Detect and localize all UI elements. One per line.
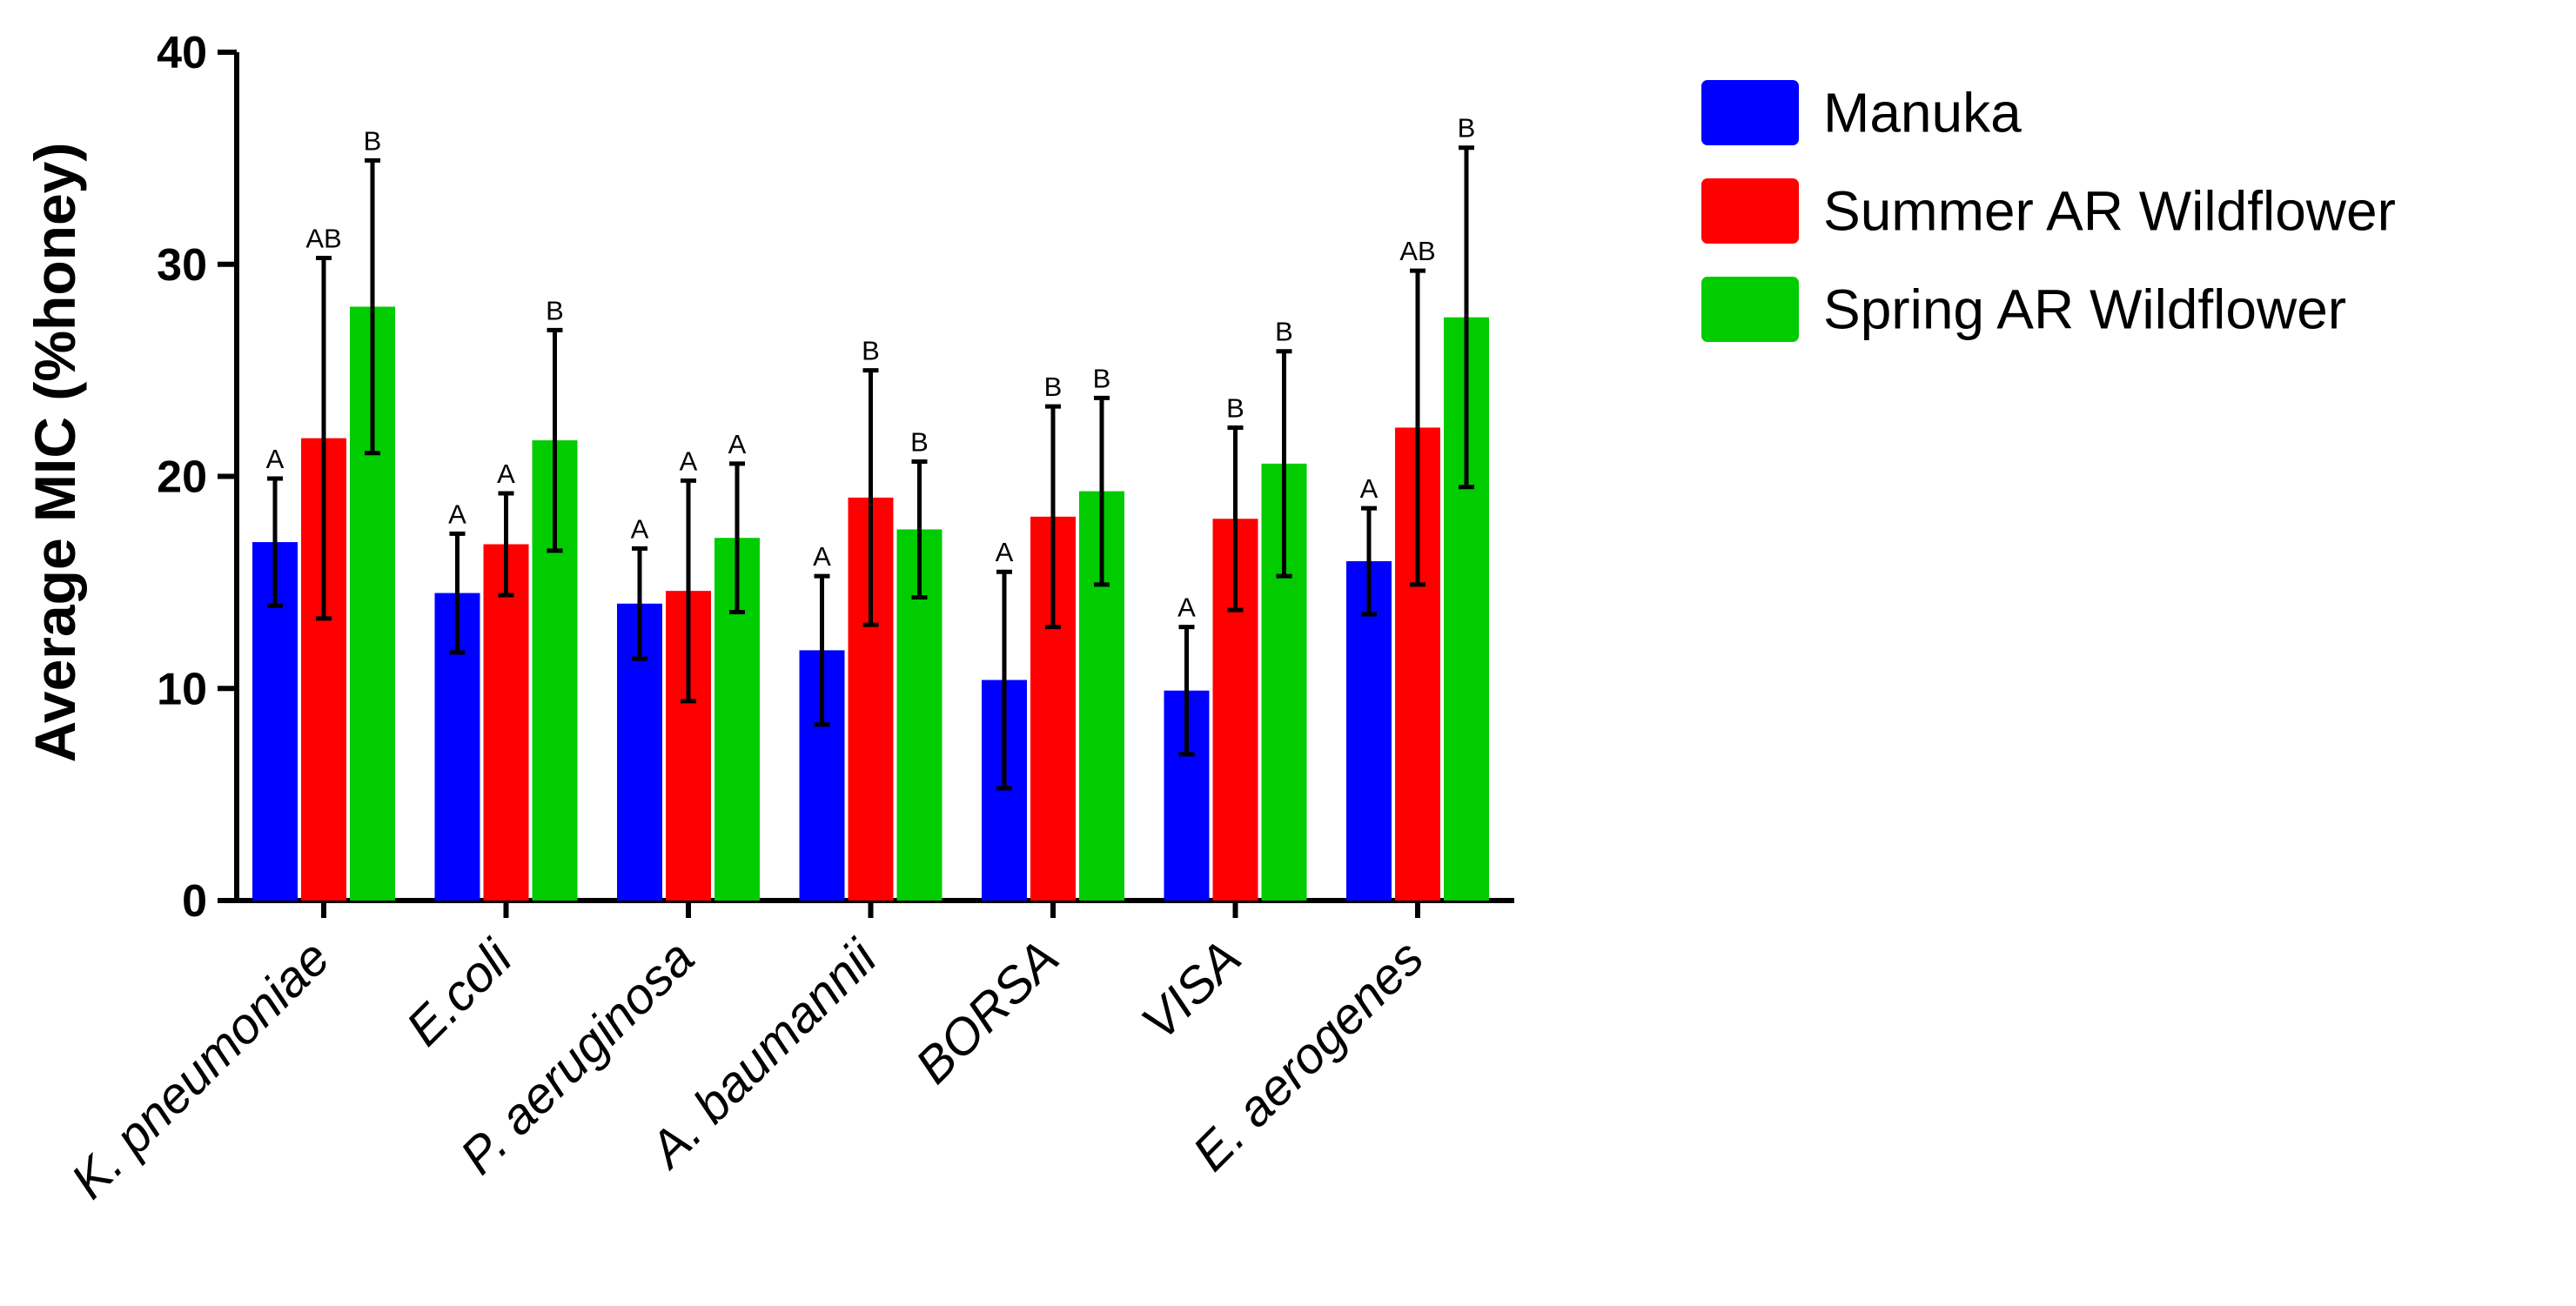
legend-label: Summer AR Wildflower: [1823, 180, 2396, 243]
significance-label: A: [728, 429, 747, 459]
x-tick-label: K. pneumoniae: [60, 929, 340, 1209]
significance-label: B: [546, 295, 564, 325]
significance-label: B: [862, 336, 880, 366]
bar-group: AAA: [617, 429, 760, 901]
legend-item: Manuka: [1701, 80, 2022, 145]
bar-group: A A B: [434, 295, 578, 901]
y-axis-title: Average MIC (%honey): [23, 143, 87, 763]
legend-item: Spring AR Wildflower: [1701, 277, 2346, 342]
x-tick-label: VISA: [1130, 929, 1251, 1050]
bar: [483, 544, 529, 901]
bar-group: A B B: [1164, 317, 1307, 901]
significance-label: B: [1093, 363, 1111, 393]
significance-label: B: [910, 426, 929, 457]
y-tick-label: 0: [182, 876, 207, 927]
significance-label: B: [1044, 372, 1063, 402]
significance-label: B: [364, 125, 382, 156]
significance-label: A: [1360, 473, 1379, 504]
legend-label: Manuka: [1823, 82, 2022, 144]
bar-group: A AB B: [252, 125, 395, 901]
significance-label: A: [680, 445, 698, 476]
significance-label: B: [1275, 317, 1293, 347]
y-tick-label: 30: [157, 240, 207, 291]
significance-label: AB: [305, 223, 341, 253]
significance-label: A: [996, 537, 1014, 567]
bar-group: A AB B: [1346, 113, 1489, 901]
significance-label: A: [1177, 593, 1196, 623]
significance-label: A: [813, 541, 831, 572]
bar: [1346, 561, 1392, 901]
x-tick-label: E.coli: [395, 928, 524, 1057]
legend-label: Spring AR Wildflower: [1823, 278, 2346, 341]
y-tick-label: 40: [157, 28, 207, 78]
x-tick-label: BORSA: [905, 929, 1070, 1095]
legend-swatch: [1701, 80, 1799, 145]
significance-label: A: [497, 459, 515, 489]
significance-label: B: [1226, 392, 1244, 423]
significance-label: B: [1458, 113, 1476, 144]
legend-swatch: [1701, 178, 1799, 244]
legend: Manuka Summer AR Wildflower Spring AR Wild…: [1701, 80, 2396, 342]
y-tick-label: 10: [157, 664, 207, 714]
legend-swatch: [1701, 277, 1799, 342]
y-tick-label: 20: [157, 452, 207, 503]
significance-label: AB: [1399, 236, 1435, 266]
significance-label: A: [631, 513, 649, 544]
bar-group: A B B: [799, 336, 943, 901]
significance-label: A: [448, 499, 466, 529]
legend-item: Summer AR Wildflower: [1701, 178, 2396, 244]
significance-label: A: [266, 444, 285, 474]
